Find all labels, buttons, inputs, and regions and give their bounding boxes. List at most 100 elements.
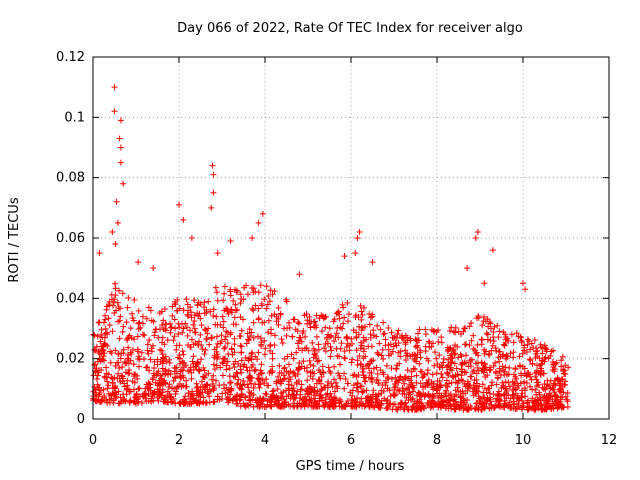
data-point <box>290 355 297 362</box>
data-point <box>448 355 455 362</box>
data-point <box>124 377 131 384</box>
data-point <box>203 309 210 316</box>
data-point <box>300 328 307 335</box>
data-point <box>269 350 276 357</box>
data-point <box>324 384 331 391</box>
data-point <box>285 401 292 408</box>
data-point <box>316 398 323 405</box>
data-point <box>433 385 440 392</box>
data-point <box>105 382 112 389</box>
data-point <box>486 367 493 374</box>
data-point <box>331 394 338 401</box>
data-point <box>196 368 203 375</box>
data-point <box>344 299 351 306</box>
data-point <box>250 307 257 314</box>
data-point <box>487 320 494 327</box>
data-point <box>226 365 233 372</box>
data-point <box>120 397 127 404</box>
data-point <box>151 358 158 365</box>
data-point <box>326 396 333 403</box>
data-point <box>217 321 224 328</box>
data-point <box>406 377 413 384</box>
data-point <box>490 337 497 344</box>
data-point <box>275 395 282 402</box>
data-point <box>467 373 474 380</box>
data-point <box>198 342 205 349</box>
data-point <box>116 135 123 142</box>
data-point <box>274 385 281 392</box>
data-point <box>124 335 131 342</box>
data-point <box>355 388 362 395</box>
data-point <box>342 403 349 410</box>
data-point <box>236 384 243 391</box>
data-point <box>551 398 558 405</box>
data-point <box>120 346 127 353</box>
data-point <box>360 334 367 341</box>
data-point <box>119 290 126 297</box>
data-point <box>101 334 108 341</box>
data-point <box>325 364 332 371</box>
data-point <box>244 291 251 298</box>
data-point <box>376 340 383 347</box>
data-point <box>298 363 305 370</box>
data-point <box>443 387 450 394</box>
data-point <box>342 355 349 362</box>
data-point <box>318 373 325 380</box>
data-point <box>172 400 179 407</box>
data-point <box>164 399 170 406</box>
data-point <box>121 383 128 390</box>
data-point <box>534 396 541 403</box>
data-point <box>296 359 303 366</box>
data-point <box>564 403 571 410</box>
data-point <box>537 401 544 408</box>
data-point <box>490 362 497 369</box>
data-point <box>407 353 414 360</box>
data-point <box>417 347 424 354</box>
data-point <box>465 404 472 411</box>
data-point <box>262 390 269 397</box>
data-point <box>319 369 326 376</box>
data-point <box>327 353 334 360</box>
data-point <box>233 287 240 294</box>
data-point <box>492 368 499 375</box>
data-point <box>175 320 182 327</box>
data-point <box>468 320 475 327</box>
data-point <box>368 343 375 350</box>
data-point <box>354 380 361 387</box>
data-point <box>496 397 503 404</box>
data-point <box>455 354 462 361</box>
data-point <box>291 394 298 401</box>
data-point <box>147 387 154 394</box>
data-point <box>438 394 445 401</box>
data-point <box>176 201 182 208</box>
data-point <box>541 397 548 404</box>
data-point <box>164 337 171 344</box>
data-point <box>120 180 127 187</box>
data-point <box>306 383 313 390</box>
data-point <box>384 374 391 381</box>
data-point <box>348 359 355 366</box>
data-point <box>314 401 321 408</box>
data-point <box>329 383 336 390</box>
data-point <box>353 347 360 354</box>
data-point <box>393 406 400 413</box>
data-point <box>356 401 363 408</box>
data-point <box>512 366 519 373</box>
data-point <box>331 376 338 383</box>
data-point <box>111 84 118 91</box>
data-point <box>194 358 201 365</box>
data-point <box>309 339 316 346</box>
data-point <box>519 402 526 409</box>
data-point <box>135 363 142 370</box>
data-point <box>529 360 536 367</box>
data-point <box>139 313 146 320</box>
data-point <box>456 403 463 410</box>
data-point <box>413 372 420 379</box>
data-point <box>402 347 409 354</box>
data-point <box>454 371 461 378</box>
data-point <box>238 343 245 350</box>
data-point <box>123 360 130 367</box>
data-point <box>417 393 424 400</box>
data-point <box>275 321 282 328</box>
data-point <box>311 318 318 325</box>
